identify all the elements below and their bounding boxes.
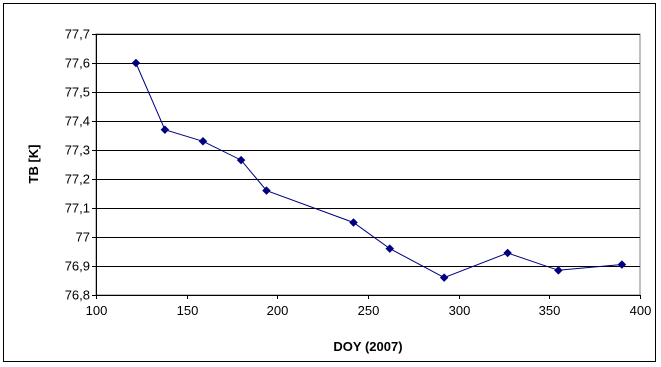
y-tick-label: 77,2 xyxy=(65,172,90,187)
data-point-marker xyxy=(349,218,358,227)
x-tick-label: 350 xyxy=(539,303,561,318)
data-point-marker xyxy=(439,273,449,282)
y-tick-label: 77,5 xyxy=(65,85,90,100)
x-axis-title: DOY (2007) xyxy=(333,339,402,354)
data-point-marker xyxy=(385,244,395,253)
plot-area xyxy=(95,33,641,296)
data-point-marker xyxy=(236,155,246,165)
series-group xyxy=(131,58,627,282)
y-tick-label: 77,6 xyxy=(65,56,90,71)
y-tick-label: 77,7 xyxy=(65,27,90,42)
y-tick-label: 77 xyxy=(76,230,90,245)
data-point-marker xyxy=(617,260,627,269)
data-point-marker xyxy=(262,186,271,195)
x-tick-label: 250 xyxy=(358,303,380,318)
data-point-marker xyxy=(160,125,170,135)
y-tick-labels: 76,8 76,9 77 77,1 77,2 77,3 77,4 77,5 77,6 77,7 xyxy=(65,27,90,303)
y-tick-label: 77,3 xyxy=(65,143,90,158)
y-axis-title: TB [K] xyxy=(26,145,41,184)
x-tick-label: 200 xyxy=(267,303,289,318)
x-tick-label: 150 xyxy=(177,303,199,318)
data-point-marker xyxy=(131,58,141,68)
data-point-marker xyxy=(198,136,208,146)
x-tick-label: 400 xyxy=(630,303,652,318)
data-point-marker xyxy=(503,248,512,258)
x-tick-label: 100 xyxy=(86,303,108,318)
gridlines xyxy=(92,34,641,299)
y-tick-label: 77,4 xyxy=(65,114,90,129)
data-point-marker xyxy=(554,265,563,275)
y-tick-label: 77,1 xyxy=(65,201,90,216)
y-tick-label: 76,9 xyxy=(65,259,90,274)
y-tick-label: 76,8 xyxy=(65,288,90,303)
x-tick-label: 300 xyxy=(449,303,471,318)
x-tick-labels: 100 150 200 250 300 350 400 xyxy=(86,303,652,318)
